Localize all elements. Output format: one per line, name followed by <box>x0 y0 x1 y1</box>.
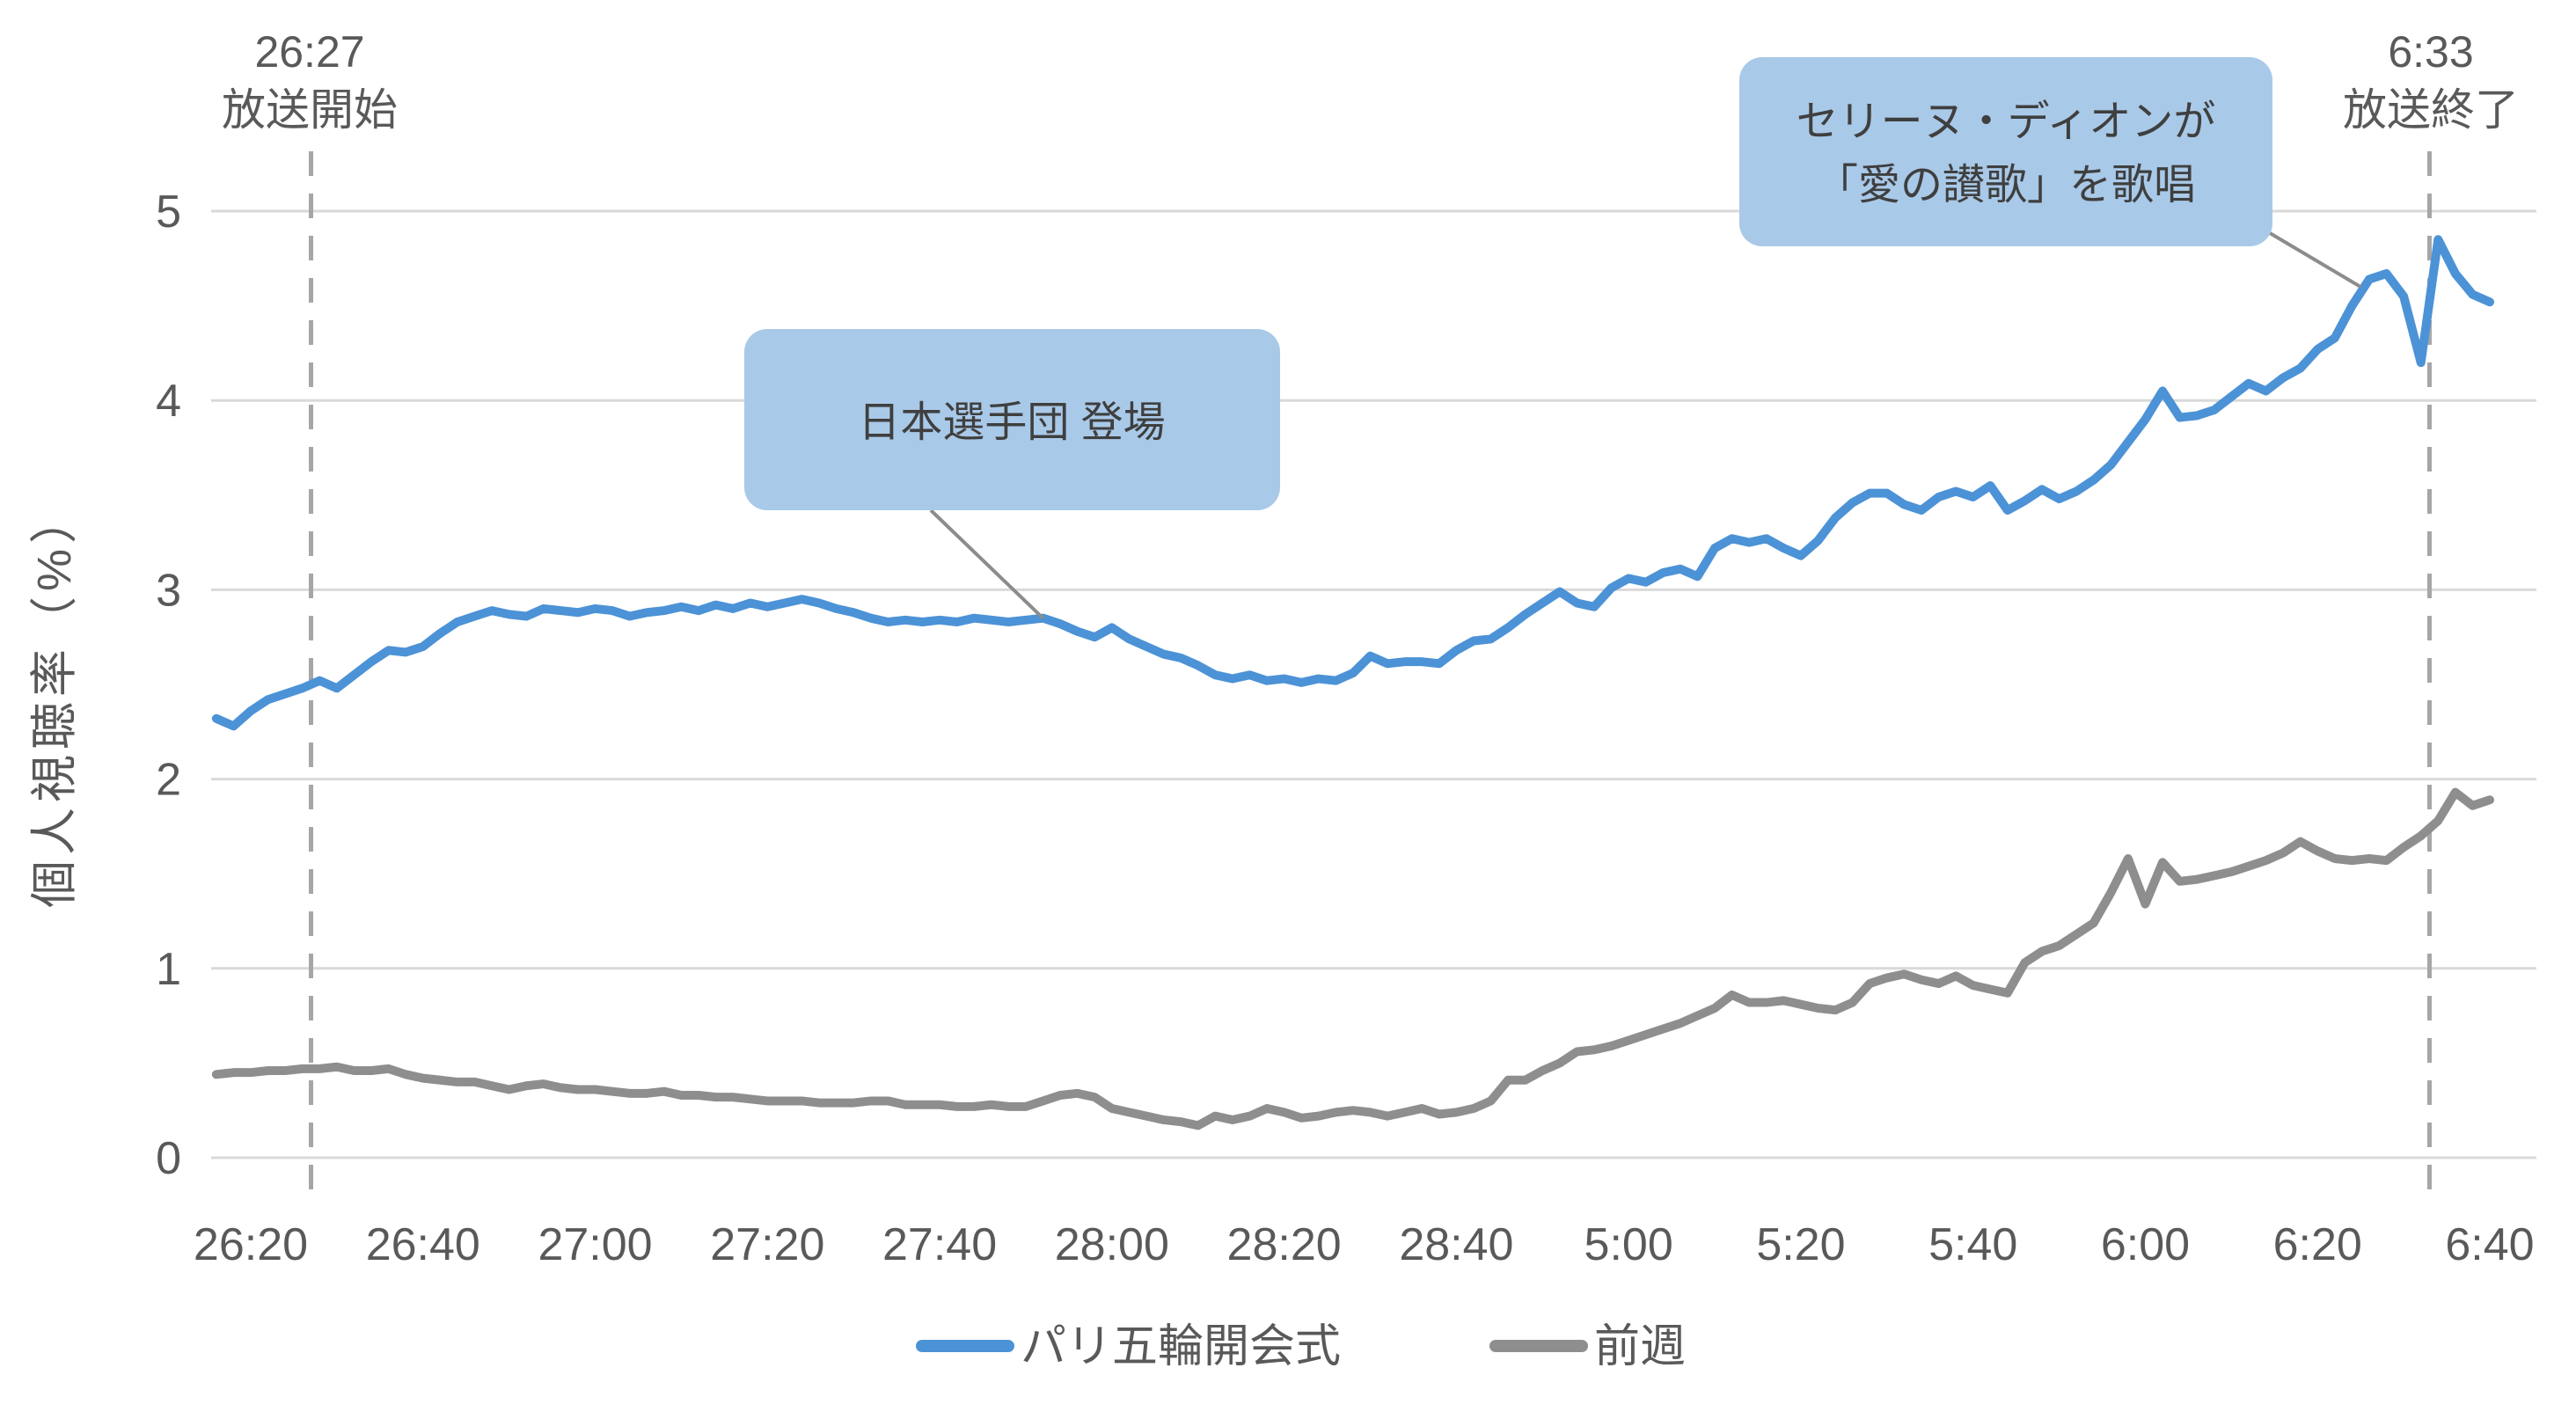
event-start-text: 放送開始 <box>222 85 398 135</box>
x-axis-tick-labels: 26:20 26:40 27:00 27:20 27:40 28:00 28:20 28:40… <box>194 1219 2535 1270</box>
x-tick-label-26:40: 26:40 <box>366 1219 480 1270</box>
data-series-lines <box>211 235 2494 1130</box>
x-tick-label-6:40: 6:40 <box>2445 1219 2534 1270</box>
annotation-boxes <box>744 57 2272 510</box>
y-tick-label-3: 3 <box>156 565 181 616</box>
x-tick-label-28:20: 28:20 <box>1227 1219 1342 1270</box>
y-tick-label-4: 4 <box>156 376 181 427</box>
legend-label-prev-week: 前週 <box>1594 1321 1686 1372</box>
y-tick-label-5: 5 <box>156 187 181 238</box>
celine-dion-leader-line <box>2264 229 2362 289</box>
event-start-time: 26:27 <box>254 27 364 77</box>
annotation-celine-line1: セリーヌ・ディオンが <box>1797 99 2216 145</box>
annotation-celine-dion-box <box>1739 57 2272 246</box>
annotation-japan-team-text: 日本選手団 登場 <box>858 399 1165 446</box>
y-tick-label-2: 2 <box>156 755 181 806</box>
event-dashed-lines <box>309 151 2432 1207</box>
olympics-series-line <box>211 235 2494 731</box>
x-tick-label-27:00: 27:00 <box>538 1219 652 1270</box>
prev-week-series-line <box>211 787 2494 1130</box>
x-tick-label-5:20: 5:20 <box>1756 1219 1845 1270</box>
japan-team-leader-line <box>929 508 1044 620</box>
x-tick-label-27:20: 27:20 <box>710 1219 824 1270</box>
gridlines <box>211 209 2536 1159</box>
y-tick-label-0: 0 <box>156 1133 181 1184</box>
y-axis-title: 個人視聴率（%） <box>28 491 81 908</box>
y-tick-label-1: 1 <box>156 944 181 995</box>
event-end-text: 放送終了 <box>2343 85 2519 135</box>
annotation-celine-line2: 「愛の讃歌」を歌唱 <box>1816 162 2196 208</box>
event-end-time: 6:33 <box>2388 27 2473 77</box>
x-tick-label-26:20: 26:20 <box>194 1219 308 1270</box>
x-tick-label-6:00: 6:00 <box>2101 1219 2190 1270</box>
annotation-japan-team-box <box>744 329 1280 510</box>
x-tick-label-5:00: 5:00 <box>1584 1219 1673 1270</box>
x-tick-label-28:40: 28:40 <box>1399 1219 1513 1270</box>
y-axis-tick-labels: 0 1 2 3 4 5 <box>156 187 181 1184</box>
x-tick-label-27:40: 27:40 <box>882 1219 997 1270</box>
x-tick-label-28:00: 28:00 <box>1055 1219 1169 1270</box>
x-tick-label-5:40: 5:40 <box>1928 1219 2017 1270</box>
x-tick-label-6:20: 6:20 <box>2273 1219 2362 1270</box>
legend-label-olympics: パリ五輪開会式 <box>1021 1321 1341 1372</box>
annotation-leader-lines <box>929 229 2362 620</box>
